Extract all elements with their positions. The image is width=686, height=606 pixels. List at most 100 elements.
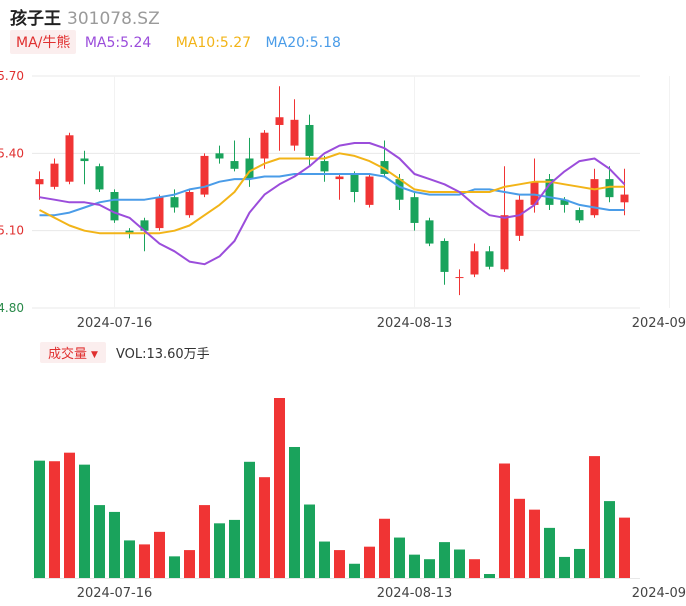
volume-bar [289, 446, 300, 578]
volume-bar [574, 548, 585, 578]
volume-bar [94, 505, 105, 578]
candle-body [545, 179, 554, 205]
candle-body [335, 176, 344, 180]
candle-body [305, 124, 314, 156]
candle-body [560, 199, 569, 205]
volume-bar [589, 456, 600, 578]
volume-bar [499, 463, 510, 578]
candle-body [440, 240, 449, 272]
volume-bar [544, 527, 555, 578]
candle-body [275, 117, 284, 125]
ma-legend: MA/牛熊 MA5:5.24 MA10:5.27 MA20:5.18 [10, 30, 341, 54]
volume-bar [439, 542, 450, 578]
volume-bar [559, 556, 570, 578]
candle-body [320, 161, 329, 172]
volume-bar [529, 509, 540, 578]
candle-body [380, 161, 389, 174]
volume-date-tick-label: 2024-07-16 [77, 586, 153, 601]
candle-body [35, 179, 44, 185]
volume-legend: 成交量 ▼ VOL:13.60万手 [40, 342, 210, 363]
volume-bar [469, 559, 480, 578]
candle-body [425, 220, 434, 244]
candle-body [200, 155, 209, 195]
volume-bar [184, 550, 195, 578]
ma20-line [39, 173, 625, 217]
ma-indicator-selector[interactable]: MA/牛熊 [10, 30, 77, 54]
volume-tag-label: 成交量 [48, 347, 88, 362]
volume-bar [79, 464, 90, 578]
volume-bar [484, 574, 495, 578]
ma10-legend: MA10:5.27 [175, 35, 252, 51]
date-tick-label: 2024-09-09 [632, 316, 686, 331]
candle-body [605, 179, 614, 198]
volume-bar [214, 523, 225, 578]
candle-body [410, 197, 419, 223]
volume-bar [394, 537, 405, 578]
volume-bar [619, 517, 630, 578]
candle-body [470, 251, 479, 275]
volume-bar [154, 531, 165, 578]
ma10-line [39, 152, 625, 235]
stock-code: 301078.SZ [67, 9, 160, 29]
volume-bar [604, 501, 615, 578]
volume-bar [199, 505, 210, 578]
volume-bar [274, 398, 285, 578]
volume-bar [229, 519, 240, 578]
price-tick-label: 5.10 [0, 224, 24, 238]
volume-bar [349, 563, 360, 578]
volume-bar [64, 452, 75, 578]
volume-bar [319, 541, 330, 578]
candle-body [170, 197, 179, 208]
volume-bar [514, 498, 525, 578]
candle-body [110, 192, 119, 221]
volume-bar [409, 554, 420, 578]
volume-bar [259, 477, 270, 578]
candle-body [155, 197, 164, 229]
price-tick-label: 5.40 [0, 146, 24, 160]
volume-value: VOL:13.60万手 [115, 347, 210, 362]
date-tick-label: 2024-08-13 [377, 316, 453, 331]
volume-bar [244, 461, 255, 578]
volume-bar [139, 544, 150, 578]
volume-bar [424, 559, 435, 578]
volume-bar [49, 461, 60, 578]
candle-body [245, 158, 254, 180]
candle-body [260, 132, 269, 159]
candle-body [290, 119, 299, 146]
candle-body [215, 153, 224, 159]
caret-down-icon: ▼ [91, 350, 98, 360]
volume-bar [34, 460, 45, 578]
price-tick-label: 4.80 [0, 301, 24, 315]
candle-body [125, 230, 134, 234]
price-tick-label: 5.70 [0, 69, 24, 83]
volume-bar [379, 518, 390, 578]
volume-bar [364, 546, 375, 578]
candle-body [485, 251, 494, 267]
candle-body [95, 166, 104, 190]
candle-body [455, 277, 464, 279]
candle-body [140, 220, 149, 231]
candle-body [350, 173, 359, 192]
candle-body [515, 199, 524, 236]
candle-body [65, 135, 74, 182]
candle-body [185, 192, 194, 216]
volume-indicator-selector[interactable]: 成交量 ▼ [40, 342, 106, 363]
candle-body [80, 158, 89, 162]
candle-body [395, 179, 404, 200]
volume-bar [454, 549, 465, 578]
stock-header: 孩子王 301078.SZ [10, 4, 160, 29]
volume-bar [334, 550, 345, 578]
candle-body [620, 194, 629, 203]
volume-date-tick-label: 2024-09-09 [632, 586, 686, 601]
volume-bar [304, 504, 315, 578]
volume-date-tick-label: 2024-08-13 [377, 586, 453, 601]
ma5-line [39, 142, 626, 266]
candle-body [500, 215, 509, 270]
ma20-legend: MA20:5.18 [265, 35, 341, 51]
ma5-legend: MA5:5.24 [84, 35, 152, 51]
volume-bar [169, 556, 180, 578]
candle-body [365, 176, 374, 205]
candle-body [230, 161, 239, 169]
candle-body [590, 179, 599, 216]
